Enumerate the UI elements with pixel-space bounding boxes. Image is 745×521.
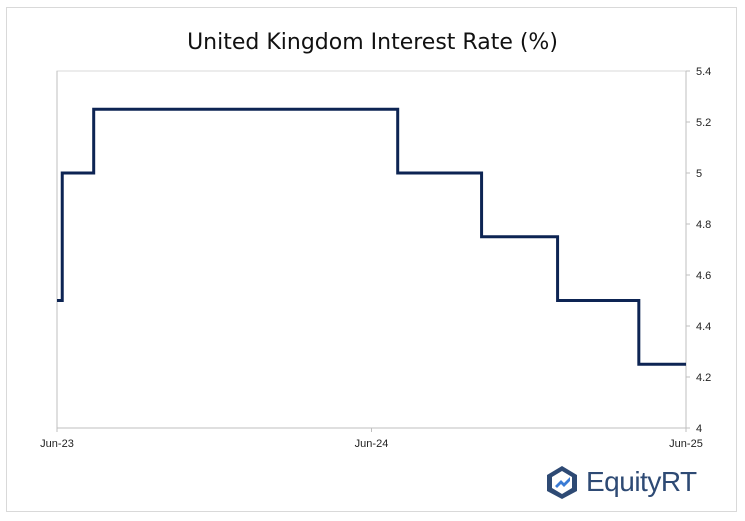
y-tick-label: 4.8 <box>696 219 711 231</box>
plot-border <box>56 70 687 429</box>
y-tick-label: 5 <box>696 168 702 180</box>
y-tick-label: 4 <box>696 423 702 435</box>
y-tick-label: 4.6 <box>696 270 711 282</box>
series-line-interest-rate <box>57 107 686 366</box>
y-tick-label: 5.4 <box>696 66 711 78</box>
x-tick-label: Jun-24 <box>355 438 389 450</box>
y-tick-label: 5.2 <box>696 117 711 129</box>
plot-area: 4 4.2 4.4 4.6 4.8 5 5.2 5.4 Jun-23 Jun-24 Jun-25 <box>40 66 711 450</box>
brand-name: EquityRT <box>586 466 697 497</box>
x-tick-label: Jun-23 <box>40 438 74 450</box>
equityrt-logo-icon <box>547 466 577 499</box>
x-tick-label: Jun-25 <box>669 438 703 450</box>
y-tick-label: 4.4 <box>696 321 711 333</box>
y-tick-label: 4.2 <box>696 372 711 384</box>
brand-logo: EquityRT <box>544 462 697 502</box>
chart-title: United Kingdom Interest Rate (%) <box>187 30 558 55</box>
